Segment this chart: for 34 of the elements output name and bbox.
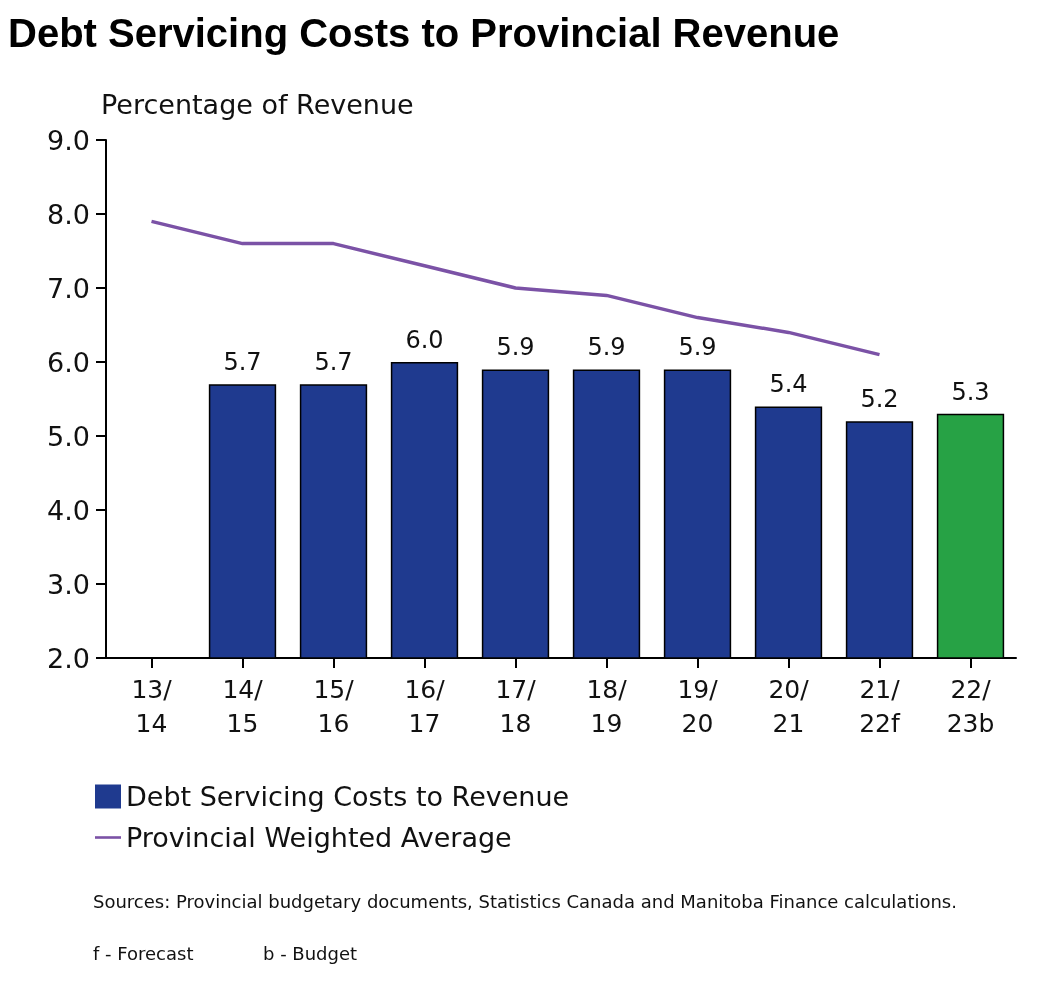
y-tick-label: 2.0: [47, 642, 90, 674]
y-axis-title: Percentage of Revenue: [101, 89, 414, 120]
text: f - Forecast: [93, 942, 194, 964]
data-label: 5.3: [951, 377, 990, 406]
data-label: 5.9: [496, 333, 535, 362]
text: b - Budget: [263, 942, 358, 964]
legend-label: Debt Servicing Costs to Revenue: [126, 781, 570, 812]
x-tick-label: 20/ 21: [768, 674, 810, 738]
source-note: Sources: Provincial budgetary documents, Statistics Canada and Manitoba Finance calculations.: [93, 890, 957, 912]
y-tick-label: 4.0: [47, 494, 90, 526]
y-tick-label: 6.0: [47, 346, 90, 378]
legend-label: Provincial Weighted Average: [126, 822, 512, 853]
x-tick-label: 19/ 20: [677, 674, 719, 738]
data-label: 5.7: [223, 348, 262, 377]
x-tick-label: 16/ 17: [404, 674, 446, 738]
x-tick-label: 14/ 15: [222, 674, 264, 738]
x-tick-label: 15/ 16: [313, 674, 355, 738]
data-label: 5.9: [678, 333, 717, 362]
data-label: 5.7: [314, 348, 353, 377]
y-tick-label: 7.0: [47, 272, 90, 304]
data-label: 5.4: [769, 370, 808, 399]
x-tick-label: 21/ 22f: [859, 674, 901, 738]
x-tick-label: 13/ 14: [131, 674, 173, 738]
y-tick-label: 3.0: [47, 568, 90, 600]
y-tick-label: 8.0: [47, 198, 90, 230]
x-tick-label: 18/ 19: [586, 674, 628, 738]
x-tick-label: 17/ 18: [495, 674, 537, 738]
x-tick-label: 22/ 23b: [946, 674, 995, 738]
data-label: 5.2: [860, 385, 899, 414]
y-tick-label: 9.0: [47, 124, 90, 156]
chart-title: Debt Servicing Costs to Provincial Revenue: [8, 11, 840, 55]
data-label: 5.9: [587, 333, 626, 362]
y-tick-label: 5.0: [47, 420, 90, 452]
data-label: 6.0: [405, 326, 444, 354]
